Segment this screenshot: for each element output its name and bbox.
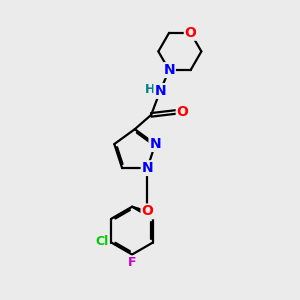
- Text: O: O: [142, 204, 153, 218]
- Text: O: O: [185, 26, 197, 40]
- Text: N: N: [154, 84, 166, 98]
- Text: N: N: [163, 63, 175, 77]
- Text: O: O: [177, 105, 188, 119]
- Text: F: F: [128, 256, 136, 269]
- Text: N: N: [149, 137, 161, 151]
- Text: Cl: Cl: [95, 235, 109, 248]
- Text: N: N: [142, 161, 153, 175]
- Text: H: H: [145, 83, 155, 96]
